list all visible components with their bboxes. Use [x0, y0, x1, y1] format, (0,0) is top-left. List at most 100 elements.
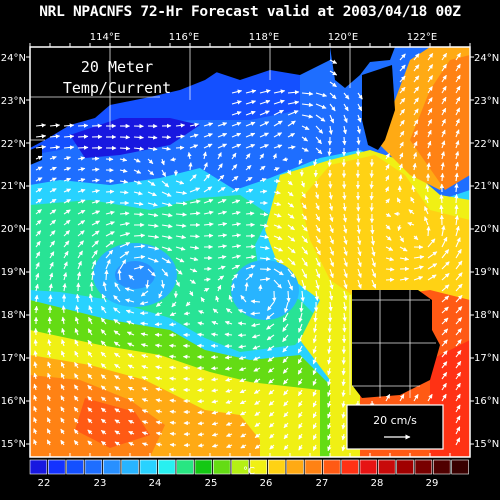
current-vector	[169, 322, 177, 327]
current-vector	[300, 180, 305, 188]
current-vector	[441, 272, 450, 281]
current-vector	[253, 356, 261, 361]
current-vector	[46, 428, 52, 435]
current-vector	[287, 90, 300, 95]
current-vector	[343, 103, 349, 112]
colorbar-tick-label: 23	[94, 478, 107, 489]
current-vector	[35, 123, 47, 128]
current-vector	[73, 429, 79, 435]
current-vector	[189, 174, 197, 182]
current-vector	[126, 331, 135, 336]
current-vector	[155, 301, 163, 307]
current-vector	[91, 156, 100, 161]
lat-label: 20°N	[1, 224, 26, 235]
current-vector	[384, 175, 390, 182]
current-vector	[77, 199, 86, 204]
current-vector	[105, 259, 111, 270]
current-vector	[155, 409, 163, 414]
current-vector	[312, 433, 318, 440]
current-vector	[238, 366, 247, 372]
current-vector	[357, 268, 362, 279]
current-vector	[413, 119, 419, 127]
current-vector	[217, 255, 227, 260]
current-vector	[35, 230, 42, 237]
current-vector	[273, 167, 280, 172]
current-vector	[203, 122, 214, 127]
current-vector	[189, 144, 199, 149]
current-vector	[63, 219, 71, 226]
current-vector	[189, 122, 200, 128]
current-vector	[231, 233, 242, 238]
layer-title-line1: 20 Meter	[81, 58, 153, 76]
current-vector	[105, 240, 115, 248]
current-vector	[100, 329, 107, 336]
current-vector	[77, 167, 86, 172]
current-vector	[87, 418, 93, 424]
current-vector	[426, 162, 431, 171]
current-vector	[253, 378, 261, 383]
current-vector	[370, 224, 375, 235]
current-vector	[154, 343, 163, 348]
current-vector	[441, 236, 448, 248]
current-vector	[154, 322, 163, 327]
current-vector	[455, 371, 462, 380]
current-vector	[188, 162, 193, 171]
current-vector	[441, 129, 446, 138]
current-vector	[455, 306, 463, 314]
current-vector	[35, 209, 42, 215]
current-vector	[455, 426, 461, 435]
current-vector	[34, 305, 39, 314]
current-vector	[259, 212, 269, 217]
current-vector	[397, 224, 402, 232]
current-vector	[441, 372, 448, 380]
current-vector	[315, 279, 320, 290]
current-vector	[47, 372, 52, 380]
current-vector	[237, 321, 247, 326]
lat-labels-left: 24°N 23°N 22°N 21°N 20°N 19°N 18°N 17°N …	[1, 53, 26, 450]
current-vector	[273, 201, 282, 206]
current-vector	[87, 362, 93, 369]
current-vector	[398, 163, 403, 171]
current-vector	[283, 411, 289, 418]
colorbar-swatch	[66, 459, 84, 475]
current-vector	[225, 421, 233, 426]
current-vector	[327, 433, 332, 441]
current-vector	[245, 121, 256, 127]
current-vector	[104, 269, 109, 281]
current-vector	[63, 209, 71, 215]
current-vector	[283, 389, 289, 396]
lat-label: 22°N	[1, 139, 26, 150]
current-vector	[91, 178, 100, 183]
current-vector	[87, 429, 93, 435]
current-vector	[455, 294, 463, 303]
current-vector	[399, 53, 406, 61]
current-vector	[127, 375, 135, 380]
current-vector	[385, 277, 395, 282]
current-vector	[440, 162, 445, 171]
current-vector	[114, 419, 121, 424]
current-vector	[313, 158, 318, 167]
current-vector	[259, 165, 266, 171]
current-vector	[77, 188, 86, 193]
lat-label: 16°N	[474, 396, 499, 407]
current-vector	[74, 362, 79, 369]
current-vector	[424, 216, 429, 226]
current-vector	[455, 404, 461, 413]
current-vector	[60, 384, 65, 391]
current-vector	[254, 433, 261, 439]
colorbar-swatch	[396, 459, 414, 475]
current-vector	[413, 108, 419, 116]
current-vector	[154, 311, 163, 317]
current-vector	[128, 274, 135, 281]
current-vector	[268, 400, 275, 406]
current-vector	[327, 389, 332, 397]
lat-label: 22°N	[474, 139, 499, 150]
current-vector	[329, 81, 337, 88]
current-vector	[455, 393, 461, 402]
current-vector	[225, 388, 233, 393]
colorbar-unit: °C	[243, 466, 255, 477]
current-vector	[301, 235, 308, 243]
current-vector	[49, 219, 56, 226]
current-vector	[114, 282, 121, 292]
current-vector	[87, 407, 93, 413]
